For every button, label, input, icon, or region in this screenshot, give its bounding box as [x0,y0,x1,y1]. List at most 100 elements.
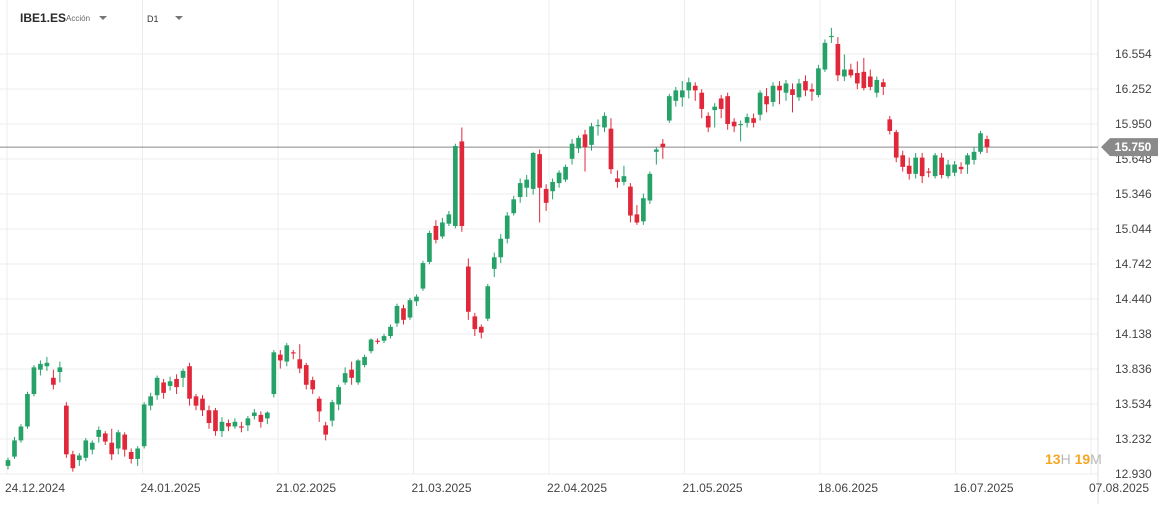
candle [485,283,491,322]
candle-body [407,300,413,318]
candle-body [187,366,192,399]
candle-body [524,179,530,188]
timeframe-label[interactable]: D1 [147,14,159,24]
y-tick-label: 13.232 [1115,432,1152,446]
countdown-hours: 13 [1045,451,1061,467]
candle-body [602,115,607,128]
x-tick-label: 21.02.2025 [276,481,336,495]
candle [154,375,160,400]
candle [76,453,82,466]
candle-body [848,69,854,76]
y-axis[interactable]: 16.55416.25215.95015.64815.34615.04414.7… [1115,47,1152,481]
candle-body [375,340,380,342]
candle [608,118,614,174]
candle-body [777,85,782,91]
candle [595,119,601,136]
countdown-minutes-unit: M [1090,451,1102,467]
candle-body [939,157,944,175]
candle [757,90,763,121]
candle-body [362,356,367,366]
candle-body [219,421,225,432]
candle [83,438,89,462]
countdown-hours-unit: H [1060,451,1071,467]
candle [589,122,594,151]
candle [945,159,951,179]
candle [5,457,11,470]
y-tick-label: 13.836 [1115,362,1152,376]
candle [524,174,530,198]
candle-body [70,454,76,469]
candle [89,440,95,455]
candle-body [141,404,147,447]
candle [414,294,419,306]
candle-body [394,305,400,324]
candle [919,152,925,184]
candle-body [582,134,588,148]
candle [867,69,873,91]
candle-body [368,339,374,352]
candle-body [654,149,659,152]
candle [880,78,886,96]
candle-body [355,360,361,383]
y-tick-label: 12.930 [1115,467,1152,481]
y-tick-label: 15.950 [1115,117,1152,131]
candle [660,139,666,159]
candle-body [641,198,646,222]
candle-body [193,396,199,406]
candle-body [634,214,640,223]
candle-countdown: 13H 19M [1045,451,1102,467]
caret-down-icon[interactable] [175,16,183,20]
candle-body [887,119,893,131]
candle [796,78,802,101]
candle [277,349,283,369]
candle [329,399,335,427]
candle-body [796,83,802,98]
candle-body [900,155,906,167]
candle-body [913,157,919,174]
candle-body [543,188,549,203]
candle [31,365,37,397]
candle-body [705,115,711,128]
candle [336,384,341,411]
candle-body [12,440,17,457]
candle-body [926,171,931,173]
candle-body [660,143,666,148]
candle-body [76,455,82,461]
candle [783,79,789,101]
candle [323,421,329,441]
candle-body [906,165,912,174]
candle-body [498,238,504,258]
candle [141,402,147,449]
candle-body [128,451,134,459]
y-tick-label: 13.534 [1115,397,1152,411]
candle [699,89,705,119]
candle-body [265,412,270,419]
x-tick-label: 21.03.2025 [411,481,471,495]
candle-body [978,133,983,152]
y-tick-label: 16.252 [1115,82,1152,96]
candle [854,61,860,90]
candle [517,178,523,203]
candle-body [517,183,523,198]
candle-body [465,266,471,312]
candle [206,405,212,429]
candle-body [673,90,679,101]
candle-body [556,172,562,184]
candle [284,343,290,367]
candle [135,446,141,466]
candle [271,349,277,398]
candle-body [958,166,964,170]
symbol-label[interactable]: IBE1.ES [20,11,67,25]
candle-body [440,222,445,237]
candle [628,183,633,223]
candle-body [44,362,50,367]
candle-body [971,151,977,160]
caret-down-icon[interactable] [99,16,107,20]
candle-body [18,426,24,441]
candle [258,411,264,428]
candle-body [530,152,536,189]
candle-body [647,173,653,201]
x-axis[interactable]: 24.12.2024 24.01.2025 21.02.2025 21.03.2025… [5,481,1149,495]
